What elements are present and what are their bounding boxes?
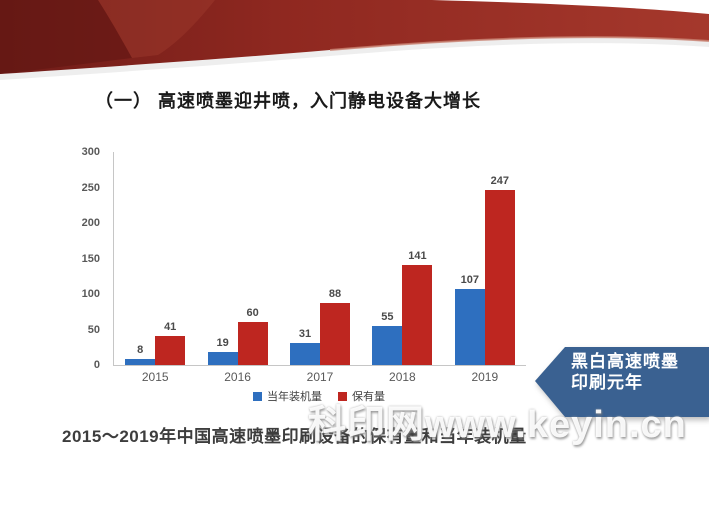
bar-value-label: 8 xyxy=(137,344,144,357)
bar-保有量-2019 xyxy=(484,189,515,365)
bar-保有量-2017 xyxy=(320,302,350,365)
legend-label: 保有量 xyxy=(352,391,385,403)
bar-当年装机量-2017 xyxy=(290,343,320,365)
y-tick-label: 150 xyxy=(81,252,100,265)
bar-value-label: 247 xyxy=(490,174,509,187)
chart-caption: 2015～2019年中国高速喷墨印刷设备的保有量和当年装机量 xyxy=(62,427,527,446)
bar-当年装机量-2016 xyxy=(207,351,238,365)
bar-value-label: 41 xyxy=(164,320,177,333)
y-tick-label: 250 xyxy=(81,181,100,194)
y-axis: 0 50 100 150 200 250 300 xyxy=(70,146,106,371)
y-tick-label: 200 xyxy=(81,217,100,229)
header-banner-graphic xyxy=(0,0,709,80)
bar-value-label: 31 xyxy=(298,328,312,340)
bar-value-label: 141 xyxy=(408,249,427,262)
chart-legend: 当年装机量 保有量 xyxy=(113,388,525,404)
callout-arrow: 黑白高速喷墨 印刷元年 xyxy=(533,344,709,420)
x-tick-label: 2019 xyxy=(471,370,499,384)
legend-swatch-icon xyxy=(338,391,347,401)
legend-swatch-icon xyxy=(253,391,262,401)
callout-text: 黑白高速喷墨 印刷元年 xyxy=(571,351,679,393)
legend-item: 保有量 xyxy=(338,388,385,404)
left-arrow-ribbon-icon xyxy=(535,347,709,417)
plot-area: 8 41 2015 19 60 2016 31 88 2017 55 141 2018 107 247 20… xyxy=(113,152,526,384)
y-tick-label: 100 xyxy=(81,288,100,300)
bar-value-label: 19 xyxy=(216,336,229,349)
bar-value-label: 107 xyxy=(460,274,479,287)
bar-保有量-2015 xyxy=(155,335,186,365)
watermark: 科印网www.keyin.cn xyxy=(308,404,687,446)
bar-当年装机量-2015 xyxy=(125,359,156,365)
bar-保有量-2016 xyxy=(237,322,268,365)
legend-item: 当年装机量 xyxy=(253,388,322,404)
bar-value-label: 88 xyxy=(328,287,342,300)
x-tick-label: 2018 xyxy=(389,370,416,384)
slide-title: （一） 高速喷墨迎井喷，入门静电设备大增长 xyxy=(95,91,481,111)
x-tick-label: 2015 xyxy=(141,370,169,384)
bar-当年装机量-2018 xyxy=(372,325,403,365)
x-tick-label: 2016 xyxy=(224,370,251,384)
callout-line1: 黑白高速喷墨 xyxy=(571,352,679,371)
bar-保有量-2018 xyxy=(402,264,433,365)
bar-value-label: 60 xyxy=(246,307,259,320)
legend-label: 当年装机量 xyxy=(267,391,322,403)
callout-line2: 印刷元年 xyxy=(571,373,643,392)
bar-value-label: 55 xyxy=(381,310,394,323)
y-tick-label: 0 xyxy=(93,359,100,371)
y-tick-label: 300 xyxy=(81,146,100,158)
x-tick-label: 2017 xyxy=(306,370,334,384)
bar-当年装机量-2019 xyxy=(454,289,485,365)
y-tick-label: 50 xyxy=(87,323,100,336)
